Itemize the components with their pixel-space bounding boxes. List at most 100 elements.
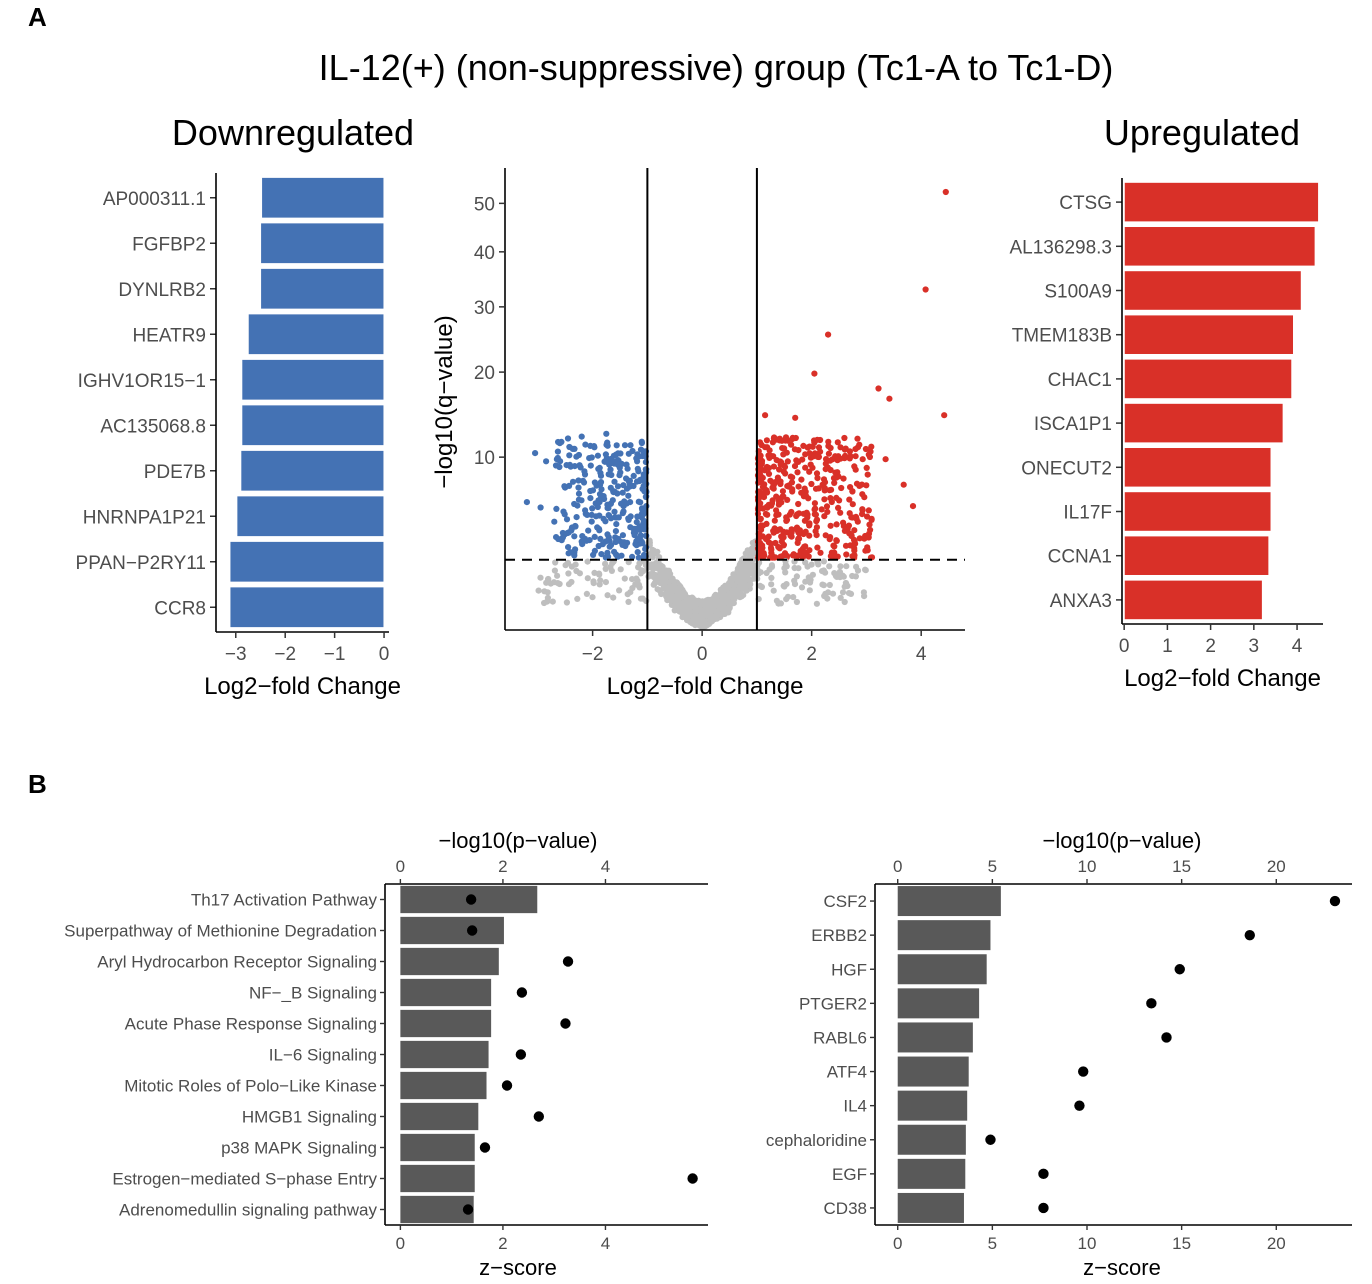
- volcano-point: [825, 589, 832, 596]
- upregulated-category-label: IL17F: [1063, 503, 1112, 524]
- volcano-point: [844, 525, 851, 533]
- volcano-point: [769, 439, 777, 446]
- volcano-point: [588, 511, 595, 518]
- volcano-point: [746, 577, 754, 585]
- volcano-point: [637, 595, 645, 602]
- volcano-point: [782, 437, 789, 444]
- volcano-point: [563, 462, 570, 469]
- pathways-category-label: Aryl Hydrocarbon Receptor Signaling: [97, 953, 377, 972]
- pathway-chart: Th17 Activation Pathway Superpathway of M…: [64, 828, 708, 1280]
- volcano-point: [625, 492, 632, 499]
- volcano-point: [596, 512, 603, 519]
- volcano-point: [560, 508, 567, 515]
- volcano-point: [846, 510, 853, 517]
- volcano-point: [821, 484, 828, 491]
- volcano-point: [758, 460, 765, 467]
- pathways-bar: [400, 1071, 487, 1100]
- volcano-point: [852, 513, 860, 521]
- volcano-point: [535, 587, 542, 594]
- volcano-point: [875, 385, 882, 392]
- volcano-point: [847, 484, 854, 491]
- upregulated-bar: [1123, 358, 1293, 400]
- upstream-bar: [897, 1090, 968, 1121]
- volcano-point: [795, 510, 803, 517]
- volcano-point: [763, 437, 771, 444]
- volcano-point: [545, 576, 552, 583]
- volcano-point: [868, 443, 875, 450]
- volcano-point: [663, 574, 670, 581]
- volcano-point: [604, 501, 611, 508]
- volcano-point: [612, 528, 620, 535]
- volcano-point: [847, 542, 854, 549]
- volcano-point: [768, 581, 775, 588]
- volcano-point: [780, 451, 787, 458]
- volcano-point: [613, 442, 620, 449]
- upstream-zscore-point: [985, 1134, 996, 1145]
- volcano-point: [827, 444, 834, 452]
- upregulated-bar: [1123, 270, 1302, 311]
- upregulated-category-label: S100A9: [1044, 282, 1112, 303]
- volcano-point: [629, 447, 636, 455]
- volcano-point: [766, 447, 773, 454]
- volcano-point: [836, 568, 844, 576]
- upregulated-category-label: CTSG: [1059, 193, 1112, 214]
- volcano-point: [798, 476, 805, 483]
- volcano-point: [780, 534, 787, 541]
- volcano-point: [556, 440, 563, 447]
- volcano-point: [633, 542, 640, 549]
- upstream-category-label: cephaloridine: [766, 1131, 867, 1150]
- pathways-category-label: Adrenomedullin signaling pathway: [119, 1201, 377, 1220]
- volcano-point: [856, 482, 863, 489]
- volcano-point: [802, 464, 809, 471]
- volcano-point: [754, 505, 762, 512]
- volcano-point: [632, 581, 639, 588]
- volcano-point: [594, 524, 601, 531]
- volcano-point: [852, 446, 859, 453]
- upstream-top-tick-label: 15: [1172, 857, 1191, 876]
- upstream-top-axis-label: −log10(p−value): [1042, 828, 1201, 853]
- pathways-category-label: IL−6 Signaling: [269, 1046, 377, 1065]
- volcano-point: [602, 560, 609, 567]
- upregulated-category-label: ISCA1P1: [1034, 414, 1112, 435]
- downregulated-xtick-label: −2: [274, 644, 296, 665]
- volcano-point: [822, 532, 829, 539]
- volcano-point: [770, 463, 778, 470]
- volcano-point: [941, 412, 948, 419]
- volcano-point: [615, 514, 622, 521]
- volcano-point: [619, 532, 627, 539]
- pathways-bottom-tick-label: 2: [498, 1234, 507, 1253]
- volcano-point: [768, 563, 776, 571]
- volcano-point: [597, 472, 605, 479]
- volcano-point: [589, 594, 596, 601]
- volcano-point: [627, 499, 634, 506]
- volcano-point: [772, 554, 779, 561]
- volcano-point: [826, 563, 833, 570]
- volcano-point: [573, 453, 580, 460]
- volcano-point: [583, 590, 591, 598]
- volcano-point: [822, 460, 829, 467]
- volcano-point: [822, 466, 829, 473]
- volcano-point: [806, 587, 813, 594]
- volcano-point: [532, 450, 539, 457]
- upregulated-xtick-label: 2: [1205, 636, 1216, 657]
- volcano-point: [568, 527, 575, 534]
- upstream-bar: [897, 920, 991, 951]
- volcano-point: [846, 496, 853, 503]
- volcano-point: [739, 585, 747, 593]
- volcano-point: [813, 600, 821, 607]
- volcano-point: [603, 430, 610, 437]
- pathways-zscore-point: [462, 1204, 474, 1215]
- volcano-point: [634, 536, 642, 543]
- downregulated-category-label: HNRNPA1P21: [83, 507, 206, 528]
- volcano-point: [624, 591, 631, 598]
- volcano-point: [838, 484, 845, 492]
- figure-title: IL-12(+) (non-suppressive) group (Tc1-A …: [319, 47, 1114, 88]
- volcano-point: [597, 535, 604, 543]
- volcano-point: [776, 545, 783, 552]
- volcano-point: [782, 569, 789, 576]
- pathways-bar: [400, 947, 499, 976]
- volcano-point: [807, 579, 814, 586]
- volcano-ytick-label: 50: [474, 194, 495, 215]
- volcano-xtick-label: 4: [916, 644, 927, 665]
